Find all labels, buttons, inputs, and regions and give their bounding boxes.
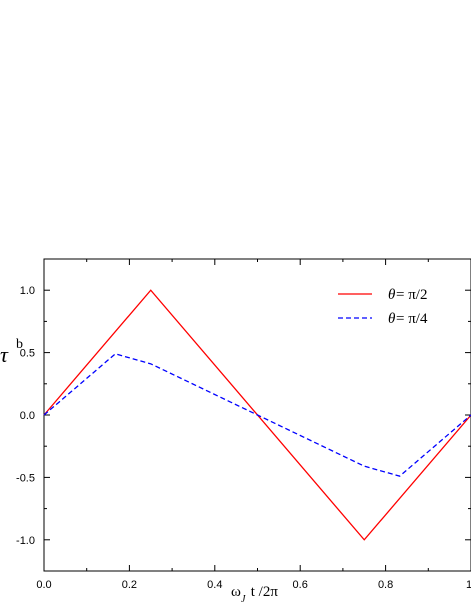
x-tick-label: 0.6 <box>293 579 308 591</box>
tick-labels: 0.0 0.2 0.4 0.6 0.8 1 -1.0 -0.5 0.0 0.5 1.0 <box>16 285 471 591</box>
x-axis-label-omega: ω <box>231 584 241 600</box>
y-tick-label: 1.0 <box>20 285 35 297</box>
legend-label-series-2-value: = π/4 <box>396 311 428 327</box>
y-tick-label: -1.0 <box>16 535 35 547</box>
x-tick-label: 0.0 <box>36 579 51 591</box>
legend: θ = π/2 θ = π/4 <box>338 287 428 327</box>
x-tick-label: 1 <box>466 579 471 591</box>
legend-label-series-1-value: = π/2 <box>396 287 427 303</box>
x-axis-label: ω J t /2π <box>231 584 278 605</box>
x-tick-label: 0.4 <box>207 579 222 591</box>
legend-label-series-2-theta: θ <box>388 311 396 327</box>
y-axis-label: τ <box>0 342 9 367</box>
x-axis-label-rest: t /2π <box>247 584 278 600</box>
x-tick-label: 0.8 <box>378 579 393 591</box>
legend-label-series-1-theta: θ <box>388 287 396 303</box>
y-axis-label-superscript: b <box>16 337 23 352</box>
x-tick-label: 0.2 <box>122 579 137 591</box>
series-line-2 <box>43 353 471 477</box>
axis-ticks <box>43 259 471 571</box>
y-tick-label: 0.0 <box>20 410 35 422</box>
x-axis-label-subscript: J <box>241 594 246 605</box>
y-tick-label: 0.5 <box>20 348 35 360</box>
series-layer <box>43 289 471 541</box>
y-tick-label: -0.5 <box>16 472 35 484</box>
